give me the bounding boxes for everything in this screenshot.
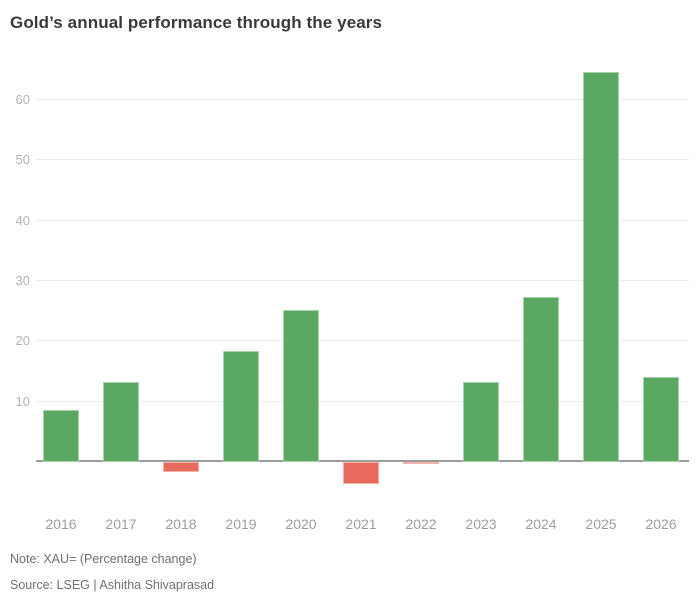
y-axis-tick-label: 50 (15, 152, 30, 167)
bar-2022 (403, 462, 439, 464)
gridline-40 (36, 220, 689, 221)
x-axis-tick-label-2021: 2021 (345, 516, 377, 532)
x-axis-tick-label-2024: 2024 (525, 516, 557, 532)
x-axis-tick-label-2019: 2019 (225, 516, 257, 532)
gridline-10 (36, 401, 689, 402)
x-axis-tick-label-2022: 2022 (405, 516, 437, 532)
bar-2020 (283, 310, 319, 462)
chart-title: Gold’s annual performance through the ye… (10, 13, 383, 32)
bar-2024 (523, 297, 559, 462)
x-axis-tick-label-2018: 2018 (165, 516, 197, 532)
gridline-30 (36, 280, 689, 281)
chart-note: Note: XAU= (Percentage change) (10, 552, 197, 566)
zero-baseline (36, 460, 689, 462)
bar-2017 (103, 382, 139, 462)
bar-2016 (43, 410, 79, 462)
y-axis-tick-label: 60 (15, 92, 30, 107)
x-axis-tick-label-2020: 2020 (285, 516, 317, 532)
bar-2025 (583, 72, 619, 462)
y-axis-tick-label: 40 (15, 213, 30, 228)
gridline-50 (36, 159, 689, 160)
bar-2026 (643, 377, 679, 462)
bar-2019 (223, 351, 259, 462)
bar-2018 (163, 462, 199, 472)
y-axis-tick-label: 30 (15, 273, 30, 288)
x-axis-tick-label-2023: 2023 (465, 516, 497, 532)
bar-2021 (343, 462, 379, 484)
gridline-60 (36, 99, 689, 100)
bar-2023 (463, 382, 499, 462)
y-axis-tick-label: 20 (15, 333, 30, 348)
x-axis-tick-label-2025: 2025 (585, 516, 617, 532)
y-axis-tick-label: 10 (15, 394, 30, 409)
gridline-20 (36, 340, 689, 341)
x-axis-tick-label-2017: 2017 (105, 516, 137, 532)
chart-source: Source: LSEG | Ashitha Shivaprasad (10, 578, 215, 592)
x-axis-tick-label-2016: 2016 (45, 516, 77, 532)
x-axis-tick-label-2026: 2026 (645, 516, 677, 532)
